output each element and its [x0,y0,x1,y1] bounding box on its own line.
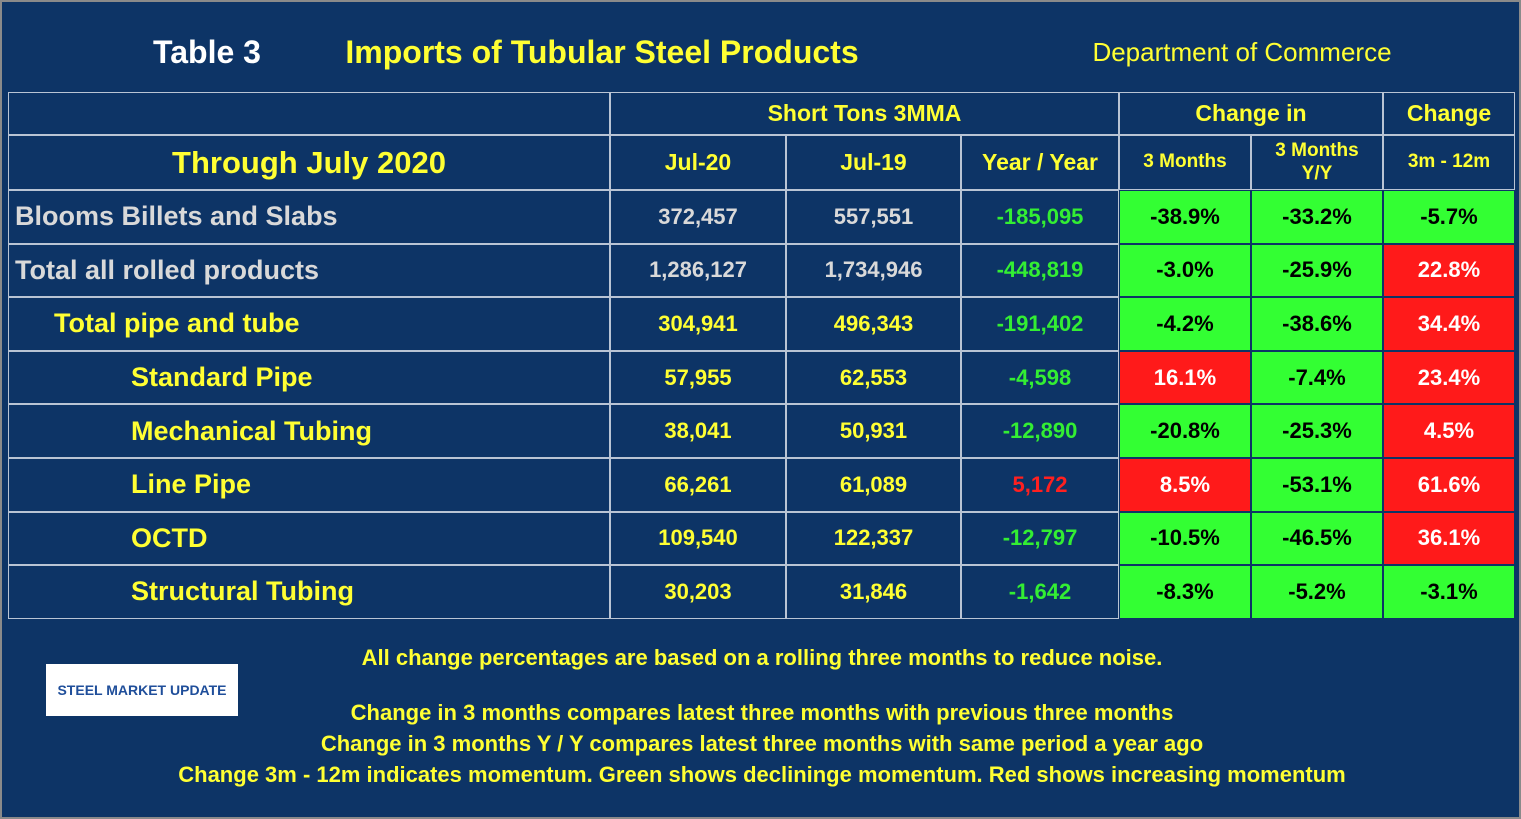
table-number: Table 3 [153,33,261,70]
group-header: Change [1383,92,1515,135]
value-cell: 1,286,127 [610,243,786,298]
row-label: Blooms Billets and Slabs [8,190,610,244]
column-header: Year / Year [961,135,1119,190]
change-cell: -5.2% [1251,565,1383,619]
value-cell: 109,540 [610,511,786,566]
change-cell: -5.7% [1383,190,1515,244]
yoy-cell: -12,890 [961,404,1119,458]
value-cell: 38,041 [610,404,786,458]
row-label: OCTD [8,511,610,566]
group-header: Change in [1119,92,1383,135]
change-cell: -25.3% [1251,404,1383,458]
change-cell: 22.8% [1383,243,1515,298]
source: Department of Commerce [1092,36,1392,67]
change-cell: 61.6% [1383,458,1515,512]
change-cell: -10.5% [1119,511,1251,566]
change-cell: -4.2% [1119,297,1251,351]
note: All change percentages are based on a ro… [361,645,1163,670]
value-cell: 50,931 [786,404,961,458]
yoy-cell: -185,095 [961,190,1119,244]
column-header: 3 Months Y/Y [1251,135,1383,190]
column-header: 3m - 12m [1383,135,1515,190]
change-cell: -38.9% [1119,190,1251,244]
value-cell: 61,089 [786,458,961,512]
change-cell: 34.4% [1383,297,1515,351]
row-label: Total pipe and tube [8,297,610,351]
value-cell: 1,734,946 [786,243,961,298]
change-cell: -8.3% [1119,565,1251,619]
note: Change in 3 months compares latest three… [350,700,1174,725]
yoy-cell: -12,797 [961,511,1119,566]
change-cell: 36.1% [1383,511,1515,566]
value-cell: 30,203 [610,565,786,619]
logo: STEEL MARKET UPDATE [46,664,238,716]
row-label: Mechanical Tubing [8,404,610,458]
row-label: Standard Pipe [8,350,610,405]
yoy-cell: -1,642 [961,565,1119,619]
value-cell: 122,337 [786,511,961,566]
value-cell: 372,457 [610,190,786,244]
row-label: Structural Tubing [8,565,610,619]
change-cell: -3.1% [1383,565,1515,619]
column-header: Jul-20 [610,135,786,190]
period: Through July 2020 [8,135,610,190]
change-cell: -20.8% [1119,404,1251,458]
change-cell: -33.2% [1251,190,1383,244]
group-header: Short Tons 3MMA [610,92,1119,135]
value-cell: 31,846 [786,565,961,619]
change-cell: -53.1% [1251,458,1383,512]
change-cell: -7.4% [1251,350,1383,405]
column-header: Jul-19 [786,135,961,190]
row-label: Total all rolled products [8,243,610,298]
change-cell: 23.4% [1383,350,1515,405]
change-cell: -3.0% [1119,243,1251,298]
column-header: 3 Months [1119,135,1251,190]
value-cell: 557,551 [786,190,961,244]
note: Change in 3 months Y / Y compares latest… [320,731,1204,756]
change-cell: -38.6% [1251,297,1383,351]
yoy-cell: -4,598 [961,350,1119,405]
yoy-cell: -191,402 [961,297,1119,351]
blank-cell [8,92,610,135]
yoy-cell: -448,819 [961,243,1119,298]
value-cell: 57,955 [610,350,786,405]
change-cell: -46.5% [1251,511,1383,566]
change-cell: 4.5% [1383,404,1515,458]
title: Imports of Tubular Steel Products [345,33,859,70]
change-cell: 8.5% [1119,458,1251,512]
value-cell: 496,343 [786,297,961,351]
value-cell: 66,261 [610,458,786,512]
change-cell: 16.1% [1119,350,1251,405]
value-cell: 304,941 [610,297,786,351]
row-label: Line Pipe [8,458,610,512]
change-cell: -25.9% [1251,243,1383,298]
note: Change 3m - 12m indicates momentum. Gree… [178,762,1346,787]
value-cell: 62,553 [786,350,961,405]
yoy-cell: 5,172 [961,458,1119,512]
